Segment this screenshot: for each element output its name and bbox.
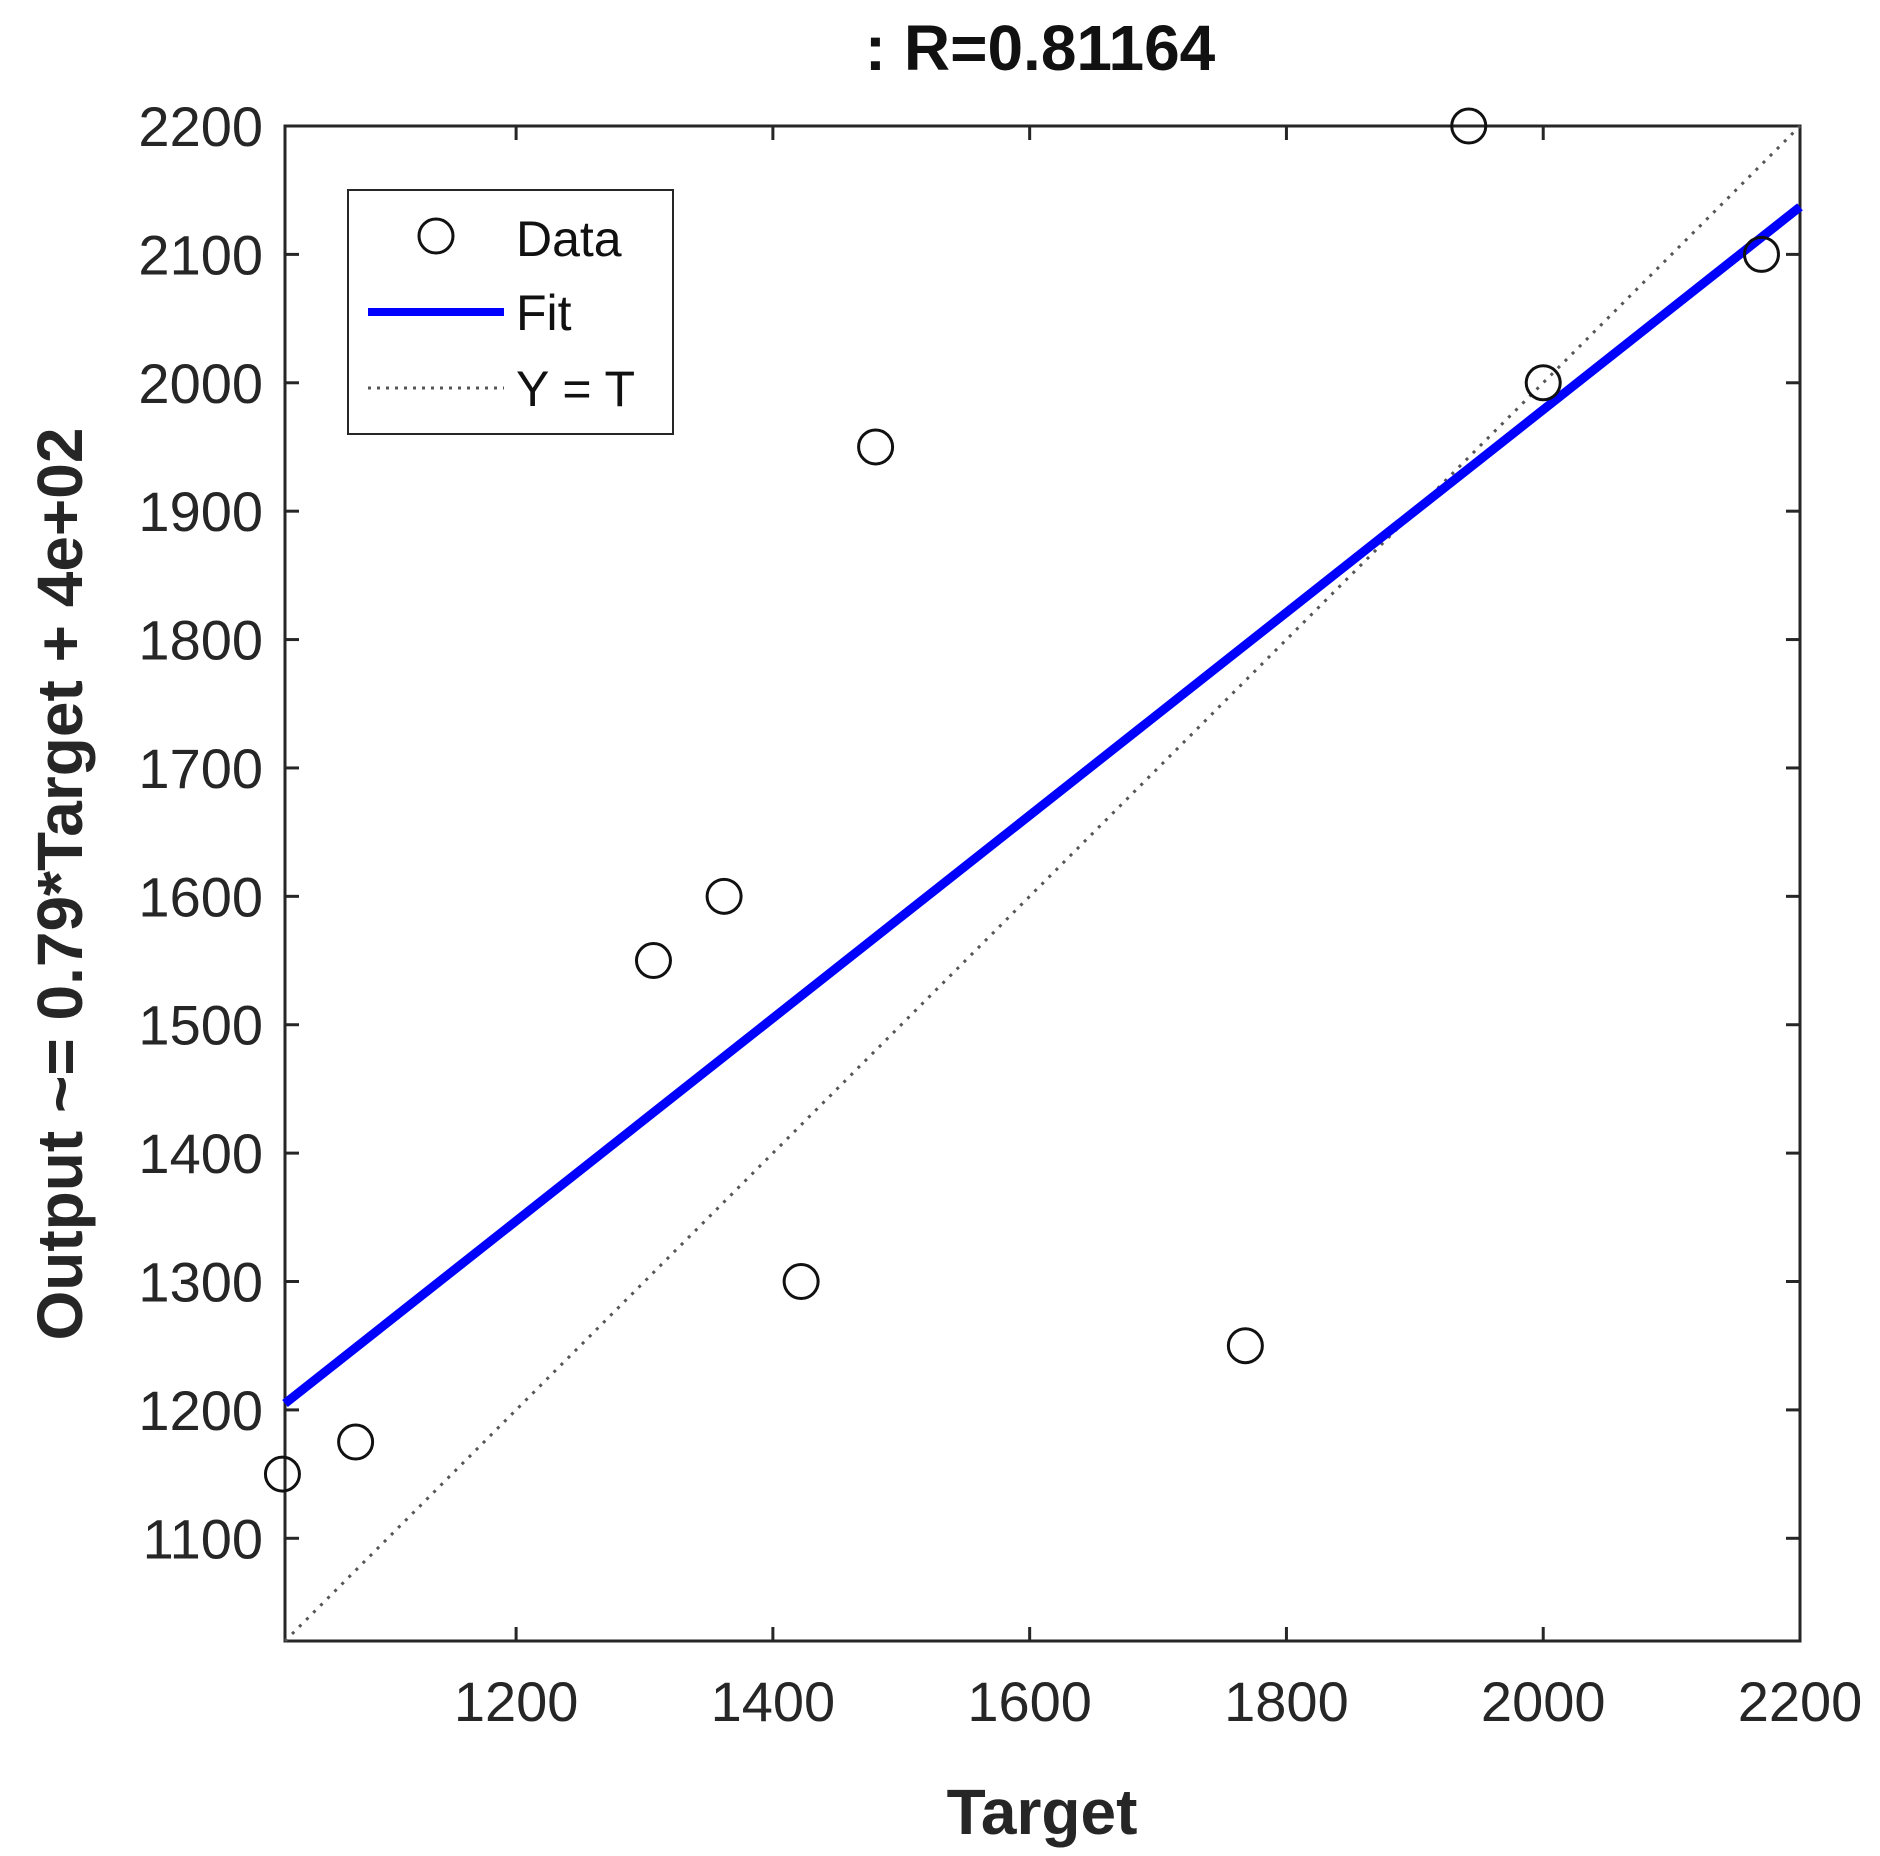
y-tick-label: 1800 — [138, 609, 263, 672]
chart-title: : R=0.81164 — [865, 12, 1216, 84]
x-tick-label: 2000 — [1481, 1670, 1606, 1733]
y-tick-label: 2200 — [138, 95, 263, 158]
series-layer — [263, 107, 1803, 1643]
y-tick-label: 1400 — [138, 1122, 263, 1185]
data-point — [1524, 364, 1562, 402]
data-point — [337, 1423, 375, 1461]
y-tick-label: 1300 — [138, 1251, 263, 1314]
y-tick-label: 1700 — [138, 737, 263, 800]
axis-ticks — [285, 124, 1802, 1641]
y-tick-label: 1500 — [138, 994, 263, 1057]
y-tick-label: 2000 — [138, 352, 263, 415]
x-tick-label: 2200 — [1738, 1670, 1863, 1733]
x-tick-label: 1200 — [454, 1670, 579, 1733]
y-tick-label: 2100 — [138, 223, 263, 286]
y-tick-labels: 1100 1200 1300 1400 1500 1600 1700 1800 1900 2000… — [138, 95, 263, 1570]
y-tick-label: 1600 — [138, 865, 263, 928]
legend-label-identity: Y = T — [516, 361, 635, 417]
x-tick-label: 1400 — [711, 1670, 836, 1733]
x-tick-label: 1800 — [1224, 1670, 1349, 1733]
data-point — [1450, 107, 1488, 145]
fit-line — [282, 203, 1803, 1408]
x-tick-label: 1600 — [967, 1670, 1092, 1733]
data-point — [1226, 1327, 1264, 1365]
legend: Data Fit Y = T — [347, 189, 674, 435]
y-tick-label: 1200 — [138, 1379, 263, 1442]
legend-label-data: Data — [516, 211, 622, 267]
data-point — [1742, 235, 1780, 273]
data-point — [782, 1263, 820, 1301]
legend-label-fit: Fit — [516, 285, 572, 341]
y-tick-label: 1100 — [143, 1507, 263, 1570]
data-point — [634, 942, 672, 980]
identity-line — [283, 124, 1802, 1643]
data-point — [263, 1455, 301, 1493]
x-tick-labels: 1200 1400 1600 1800 2000 2200 — [454, 1670, 1862, 1733]
y-tick-label: 1900 — [138, 480, 263, 543]
data-point — [705, 877, 743, 915]
x-axis-label: Target — [947, 1776, 1138, 1848]
legend-data-marker — [417, 217, 455, 255]
data-point — [857, 428, 895, 466]
y-axis-label: Output ~= 0.79*Target + 4e+02 — [24, 428, 96, 1341]
